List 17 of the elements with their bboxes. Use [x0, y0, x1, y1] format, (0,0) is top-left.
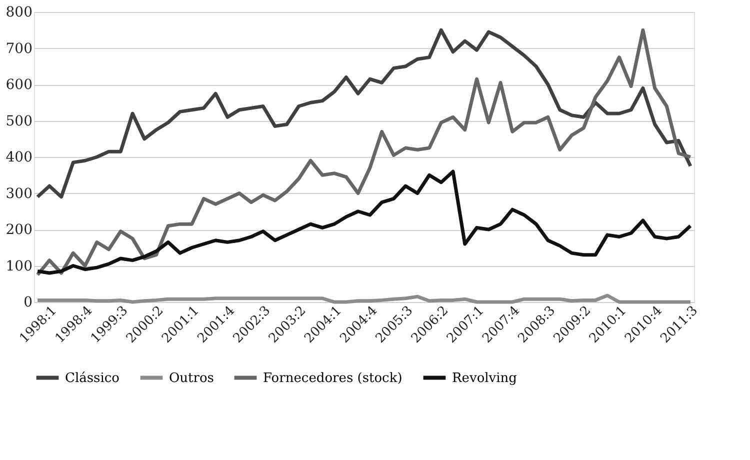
legend-label: Revolving: [452, 370, 518, 386]
y-tick-label: 300: [6, 186, 32, 202]
y-tick-label: 0: [24, 294, 32, 310]
legend-label: Outros: [169, 370, 214, 386]
legend-label: Fornecedores (stock): [263, 370, 402, 386]
y-tick-label: 400: [6, 150, 32, 166]
line-series: [36, 28, 692, 199]
line-series: [36, 170, 692, 275]
y-tick-label: 200: [6, 222, 32, 238]
line-series: [36, 28, 692, 277]
y-tick-label: 700: [6, 40, 32, 57]
line-series: [36, 294, 692, 304]
y-tick-label: 500: [6, 113, 32, 130]
y-tick-label: 600: [6, 77, 32, 93]
y-tick-label: 100: [6, 258, 32, 274]
y-tick-label: 800: [6, 4, 32, 20]
legend-label: Clássico: [65, 370, 120, 386]
